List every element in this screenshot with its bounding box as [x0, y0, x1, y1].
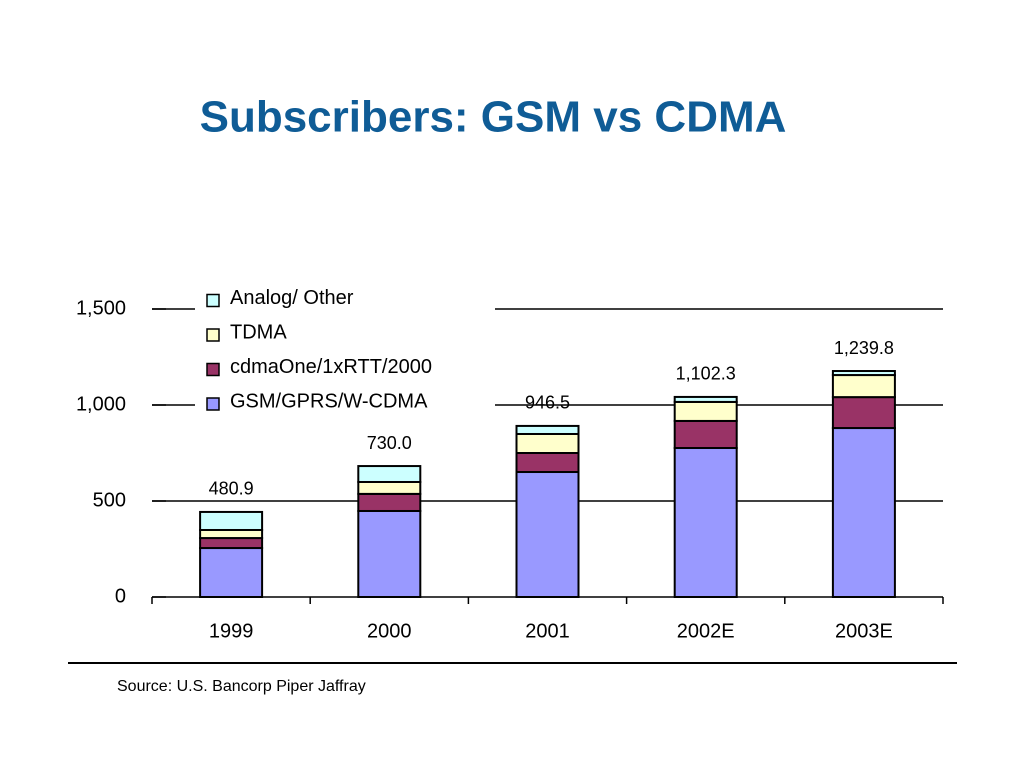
- bar-segment: [673, 400, 738, 422]
- bar-segment: [199, 528, 264, 540]
- source: Source: U.S. Bancorp Piper Jaffray: [117, 678, 366, 695]
- legend-label: cdmaOne/1xRTT/2000: [230, 356, 432, 378]
- bar-segment: [357, 465, 422, 483]
- bar-segment: [673, 395, 738, 403]
- bar-segment: [831, 374, 896, 399]
- bar-segment: [357, 480, 422, 495]
- x-tick-label: 2000: [367, 620, 412, 642]
- legend-swatch: [206, 328, 220, 342]
- legend-box: [195, 285, 495, 420]
- bar-segment: [199, 547, 264, 598]
- y-tick-label: 500: [93, 489, 126, 511]
- x-tick-label: 1999: [209, 620, 254, 642]
- legend-label: TDMA: [230, 321, 287, 343]
- bar-segment: [515, 471, 580, 598]
- y-tick-label: 1,500: [76, 297, 126, 319]
- legend-swatch: [206, 293, 220, 308]
- bar-segment: [673, 419, 738, 450]
- legend-label: Analog/ Other: [230, 287, 354, 309]
- x-tick-label: 2003E: [835, 620, 893, 642]
- bar-segment: [673, 447, 738, 598]
- total-label: 1,102.3: [676, 364, 736, 384]
- y-tick-label: 1,000: [76, 393, 126, 415]
- y-tick-label: 0: [115, 585, 126, 607]
- bar-segment: [357, 492, 422, 512]
- legend-swatch: [206, 397, 220, 411]
- total-label: 730.0: [367, 433, 412, 453]
- bar-segment: [357, 509, 422, 599]
- bar-segment: [831, 396, 896, 430]
- bar-segment: [831, 427, 896, 599]
- bar-segment: [831, 370, 896, 377]
- bar-segment: [515, 432, 580, 455]
- x-tick-label: 2001: [525, 620, 570, 642]
- bar-segment: [515, 424, 580, 435]
- legend-swatch: [206, 362, 220, 377]
- bar-segment: [515, 452, 580, 474]
- legend-label: GSM/GPRS/W-CDMA: [230, 390, 428, 412]
- x-tick-label: 2002E: [677, 620, 735, 642]
- bar-segment: [199, 510, 264, 531]
- total-label: 946.5: [525, 393, 570, 413]
- chart-title: Subscribers: GSM vs CDMA: [200, 93, 787, 142]
- total-label: 480.9: [209, 479, 254, 499]
- bar-segment: [199, 537, 264, 550]
- total-label: 1,239.8: [834, 338, 894, 358]
